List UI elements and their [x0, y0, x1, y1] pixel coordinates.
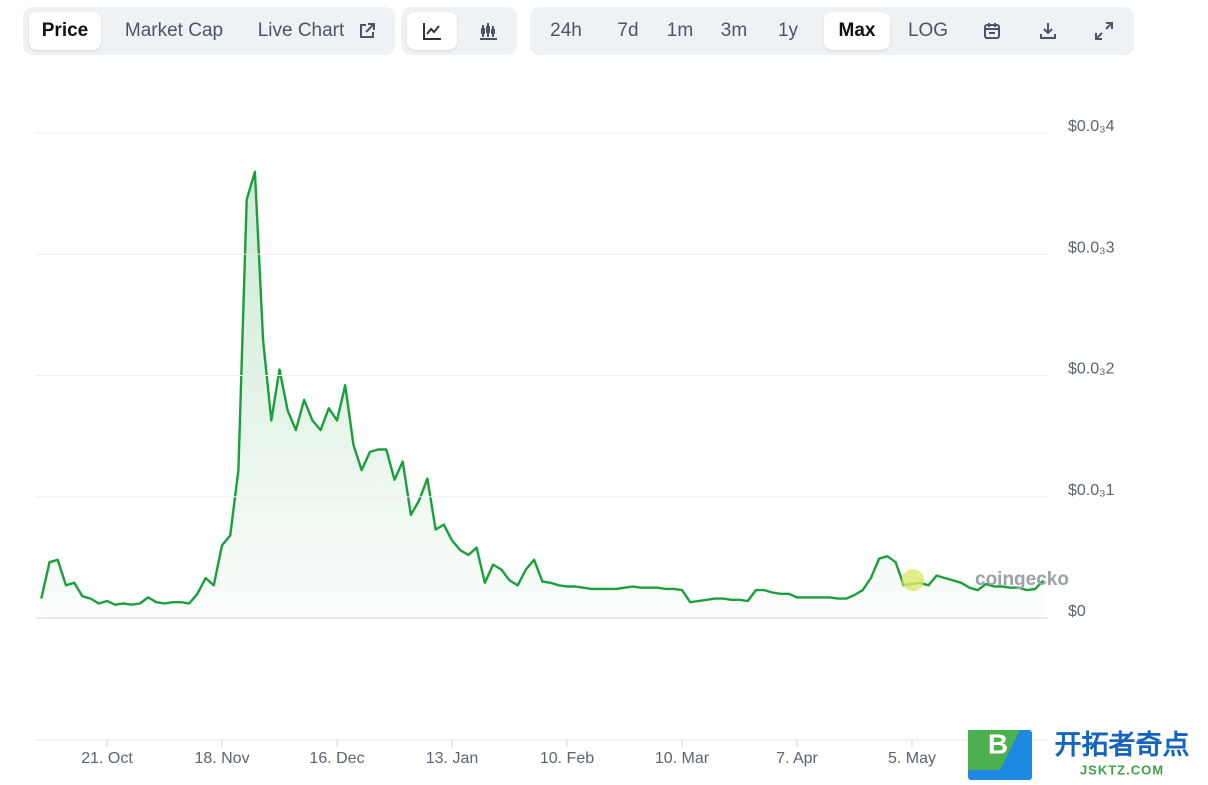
external-icon: [360, 23, 375, 38]
brand-name: 开拓者奇点: [1055, 730, 1190, 760]
x-tick-label: 10. Mar: [655, 750, 710, 767]
range-tab[interactable]: 1y: [777, 20, 799, 41]
range-tab[interactable]: 7d: [617, 20, 639, 41]
tab[interactable]: Live Chart: [257, 20, 345, 41]
price-line: [40, 170, 1045, 606]
y-tick-label: $0.0₃4: [1068, 118, 1115, 135]
y-tick-label: $0.0₃3: [1068, 239, 1115, 256]
brand: B 开拓者奇点 JSKTZ.COM: [968, 728, 1190, 780]
calendar-icon[interactable]: [982, 21, 1002, 41]
x-tick-label: 18. Nov: [194, 750, 249, 767]
range-tab[interactable]: 3m: [720, 20, 748, 41]
watermark: coingecko: [975, 569, 1069, 590]
tab[interactable]: Market Cap: [124, 20, 224, 41]
y-tick-label: $0.0₃2: [1068, 361, 1115, 378]
x-tick-label: 10. Feb: [540, 750, 594, 767]
y-tick-label: $0.0₃1: [1068, 482, 1115, 499]
tab[interactable]: Price: [29, 12, 101, 50]
x-tick-label: 7. Apr: [776, 750, 818, 767]
download-icon[interactable]: [1038, 21, 1058, 41]
line-icon: [423, 23, 441, 40]
candle-button[interactable]: [463, 12, 513, 50]
x-tick-label: 13. Jan: [426, 750, 478, 767]
brand-badge-accent: [968, 730, 1020, 770]
watermark-logo: [902, 569, 924, 591]
chart-style: [401, 7, 517, 55]
view-tabs: Price Market Cap Live Chart: [23, 7, 395, 55]
candle-icon: [480, 23, 497, 40]
x-tick-label: 16. Dec: [309, 750, 364, 767]
range-tabs: 24h 7d 1m 3m 1y Max LOG: [530, 7, 1134, 55]
range-tab[interactable]: 24h: [550, 20, 582, 41]
range-tab[interactable]: LOG: [907, 20, 949, 41]
brand-site: JSKTZ.COM: [1080, 762, 1164, 777]
range-tab[interactable]: Max: [824, 12, 890, 50]
brand-badge-text: B: [988, 728, 1008, 759]
x-tick-label: 5. May: [888, 750, 936, 767]
area: [41, 171, 1044, 619]
range-tab[interactable]: 1m: [666, 20, 694, 41]
x-tick-label: 21. Oct: [81, 750, 133, 767]
y-tick-label: $0: [1068, 603, 1086, 620]
line-button[interactable]: [407, 12, 457, 50]
fullscreen-icon[interactable]: [1094, 21, 1114, 41]
